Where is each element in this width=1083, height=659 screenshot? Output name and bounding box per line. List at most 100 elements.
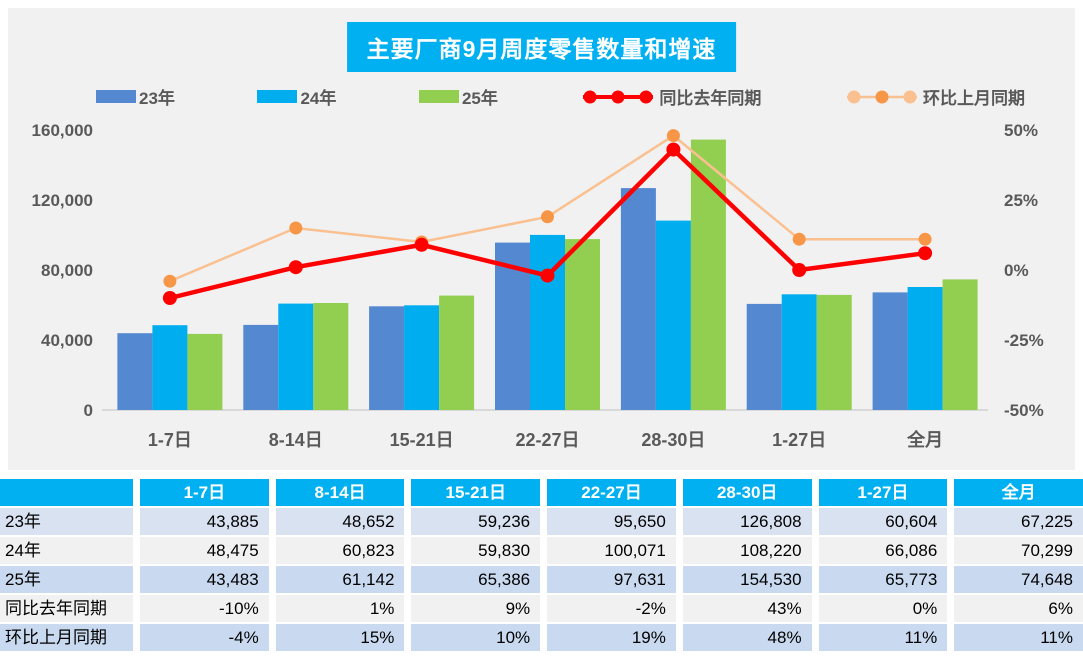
table-cell: 59,830: [411, 537, 541, 564]
x-axis-category: 28-30日: [641, 430, 705, 450]
table-cell: 10%: [411, 624, 541, 651]
table-cell: 59,236: [411, 508, 541, 535]
right-axis-tick: -25%: [1004, 331, 1044, 350]
table-cell: 43%: [682, 595, 812, 622]
legend-line-mom-icon: [844, 87, 920, 107]
legend-item-23[interactable]: 23年: [96, 84, 175, 109]
table-cell: 15%: [275, 624, 405, 651]
legend-item-yoy[interactable]: 同比去年同期: [580, 84, 761, 109]
table-row-label: 环比上月同期: [0, 624, 133, 651]
table-cell: 6%: [954, 595, 1083, 622]
bar-24年-1-27日: [781, 294, 817, 410]
table-cell: -2%: [547, 595, 676, 622]
legend-line-yoy-icon: [580, 87, 656, 107]
table-col-header: 15-21日: [411, 479, 541, 506]
table-cell: 19%: [547, 624, 676, 651]
bar-25年-15-21日: [439, 295, 475, 410]
x-axis-category: 1-7日: [148, 430, 192, 450]
marker-环比上月同期-8-14日: [289, 221, 303, 235]
table-cell: 60,823: [275, 537, 405, 564]
left-axis-tick: 160,000: [32, 121, 93, 140]
legend-label-yoy: 同比去年同期: [659, 89, 762, 108]
marker-环比上月同期-22-27日: [541, 210, 554, 224]
marker-同比去年同期-全月: [918, 246, 933, 261]
table-cell: 66,086: [818, 537, 948, 564]
marker-环比上月同期-1-27日: [792, 232, 806, 246]
legend-label-23: 23年: [139, 89, 175, 108]
table-col-header: 1-7日: [140, 479, 269, 506]
marker-环比上月同期-全月: [918, 232, 932, 246]
legend-item-mom[interactable]: 环比上月同期: [844, 84, 1025, 109]
bar-24年-1-7日: [152, 325, 188, 410]
table-cell: -4%: [140, 624, 269, 651]
table-corner-cell: [0, 479, 133, 506]
legend-item-24[interactable]: 24年: [257, 84, 336, 109]
table-col-header: 8-14日: [275, 479, 405, 506]
chart-section: 0 40,000 80,000 120,000 160,000 -50% -25% 0% 25%…: [8, 8, 1075, 470]
table-col-header: 28-30日: [682, 479, 812, 506]
table-row-label: 23年: [0, 508, 133, 535]
table-row-label: 25年: [0, 566, 133, 593]
legend-swatch-24-icon: [257, 90, 298, 103]
bar-24年-全月: [907, 287, 943, 410]
legend-item-25[interactable]: 25年: [418, 84, 498, 109]
bar-24年-8-14日: [278, 303, 314, 410]
table-cell: 48,475: [140, 537, 269, 564]
marker-同比去年同期-22-27日: [540, 268, 555, 283]
legend-swatch-23-icon: [96, 90, 136, 103]
bar-23年-15-21日: [369, 306, 405, 410]
table-col-header: 22-27日: [547, 479, 676, 506]
bar-23年-8-14日: [243, 324, 279, 410]
bar-23年-1-7日: [117, 333, 153, 410]
legend-label-mom: 环比上月同期: [922, 89, 1025, 108]
right-axis-tick: 25%: [1004, 191, 1038, 210]
chart-title: 主要厂商9月周度零售数量和增速: [346, 22, 737, 72]
table-cell: 0%: [818, 595, 948, 622]
x-axis-category: 22-27日: [515, 430, 579, 450]
table-cell: 48,652: [275, 508, 405, 535]
table-cell: 154,530: [682, 566, 812, 593]
left-axis-tick: 40,000: [41, 331, 93, 350]
bar-24年-28-30日: [655, 220, 691, 410]
right-axis-tick: 0%: [1004, 261, 1029, 280]
table-cell: 65,386: [411, 566, 541, 593]
table-cell: 43,483: [140, 566, 269, 593]
left-axis-tick: 120,000: [32, 191, 93, 210]
legend-label-25: 25年: [461, 89, 498, 108]
bar-25年-22-27日: [565, 239, 600, 410]
legend-swatch-25-icon: [418, 90, 459, 103]
x-axis-category: 8-14日: [269, 430, 323, 450]
marker-环比上月同期-1-7日: [163, 274, 177, 288]
table-cell: 11%: [818, 624, 948, 651]
table-cell: 43,885: [140, 508, 269, 535]
x-axis-category: 15-21日: [390, 430, 454, 450]
table-col-header: 全月: [954, 479, 1083, 506]
table-cell: 11%: [954, 624, 1083, 651]
left-axis-tick: 0: [84, 401, 93, 420]
bar-24年-15-21日: [404, 305, 440, 410]
table-cell: 97,631: [547, 566, 676, 593]
bar-25年-全月: [942, 279, 978, 410]
table-cell: 48%: [682, 624, 812, 651]
table-row-label: 24年: [0, 537, 133, 564]
table-cell: 70,299: [954, 537, 1083, 564]
bar-23年-全月: [872, 292, 908, 410]
table-cell: -10%: [140, 595, 269, 622]
table-cell: 60,604: [818, 508, 948, 535]
marker-同比去年同期-8-14日: [288, 260, 303, 275]
left-axis-tick: 80,000: [41, 261, 93, 280]
data-table: 1-7日 8-14日 15-21日 22-27日 28-30日 1-27日 全月…: [0, 479, 1083, 651]
table-cell: 61,142: [275, 566, 405, 593]
bar-23年-28-30日: [620, 188, 656, 410]
marker-环比上月同期-28-30日: [666, 129, 680, 143]
right-axis-tick: -50%: [1004, 401, 1044, 420]
chart-plot: 0 40,000 80,000 120,000 160,000 -50% -25% 0% 25%…: [32, 121, 1044, 450]
table-row-label: 同比去年同期: [0, 595, 133, 622]
chart-legend: 23年 24年 25年 同比去年同期 环比上月同期: [96, 84, 1025, 109]
table-cell: 100,071: [547, 537, 676, 564]
table-col-header: 1-27日: [818, 479, 948, 506]
table-cell: 9%: [411, 595, 541, 622]
table-cell: 67,225: [954, 508, 1083, 535]
bar-23年-1-27日: [746, 303, 782, 410]
